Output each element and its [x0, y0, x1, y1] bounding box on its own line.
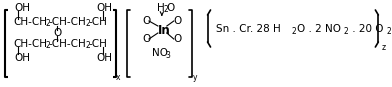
- Text: -CH: -CH: [88, 39, 107, 49]
- Text: O . 2 NO: O . 2 NO: [297, 24, 341, 34]
- Text: 2: 2: [292, 27, 297, 37]
- Text: OH: OH: [14, 3, 30, 13]
- Text: O: O: [142, 34, 150, 44]
- Text: O: O: [174, 34, 182, 44]
- Text: 2: 2: [386, 27, 391, 37]
- Text: -CH-CH: -CH-CH: [49, 39, 86, 49]
- Text: OH: OH: [14, 53, 30, 63]
- Text: x: x: [116, 74, 121, 82]
- Text: 2: 2: [46, 19, 51, 29]
- Text: 2: 2: [344, 27, 348, 37]
- Text: OH: OH: [96, 53, 113, 63]
- Text: O: O: [142, 16, 150, 26]
- Text: O: O: [54, 28, 62, 38]
- Text: In: In: [158, 23, 171, 37]
- Text: 3: 3: [166, 50, 171, 60]
- Text: 2: 2: [85, 19, 90, 29]
- Text: CH-CH: CH-CH: [13, 17, 47, 27]
- Text: y: y: [192, 74, 197, 82]
- Text: CH-CH: CH-CH: [13, 39, 47, 49]
- Text: Sn . Cr. 28 H: Sn . Cr. 28 H: [216, 24, 281, 34]
- Text: O: O: [167, 3, 175, 13]
- Text: OH: OH: [96, 3, 113, 13]
- Text: 2: 2: [46, 41, 51, 50]
- Text: . 20 O: . 20 O: [348, 24, 383, 34]
- Text: 2: 2: [85, 41, 90, 50]
- Text: H: H: [157, 3, 165, 13]
- Text: NO: NO: [152, 48, 168, 58]
- Text: -CH: -CH: [88, 17, 107, 27]
- Text: -CH-CH: -CH-CH: [49, 17, 86, 27]
- Text: O: O: [174, 16, 182, 26]
- Text: 2: 2: [164, 5, 169, 15]
- Text: z: z: [381, 44, 385, 52]
